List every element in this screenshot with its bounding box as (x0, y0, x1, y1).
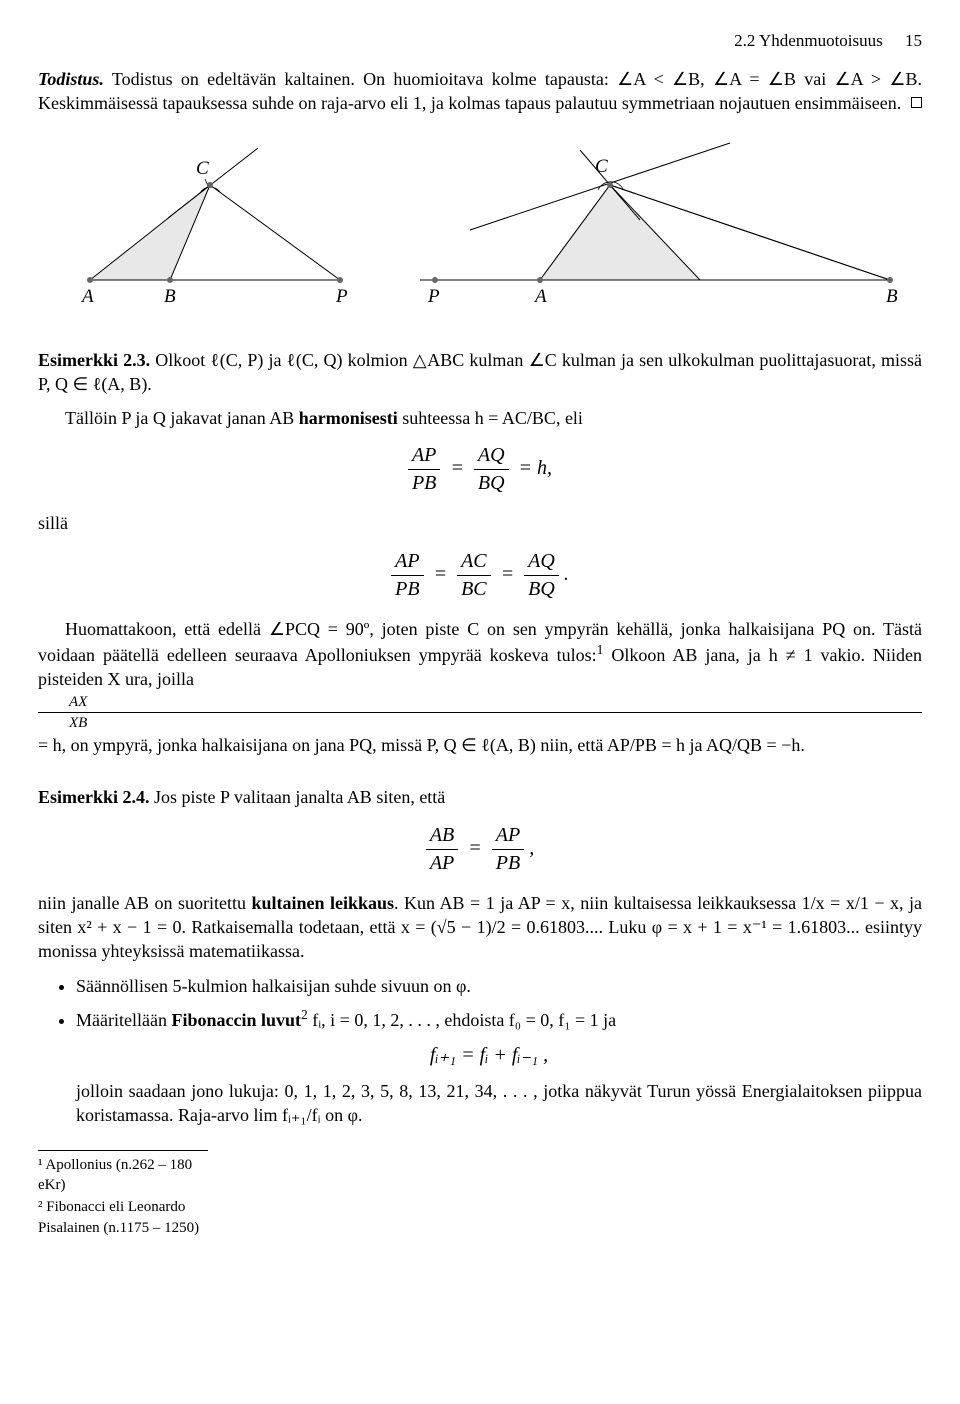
qed-box (911, 97, 922, 108)
ex23-label: Esimerkki 2.3. (38, 350, 150, 370)
bullet-2: Määritellään Fibonaccin luvut2 fᵢ, i = 0… (76, 1006, 922, 1128)
ex24-text2: niin janalle AB on suoritettu kultainen … (38, 893, 922, 962)
ex23-text1: Olkoot ℓ(C, P) ja ℓ(C, Q) kolmion △ABC k… (38, 350, 922, 394)
proof-label: Todistus. (38, 69, 104, 89)
ex24-label: Esimerkki 2.4. (38, 787, 150, 807)
ex23-eq2: APPB = ACBC = AQBQ . (38, 548, 922, 603)
fig-left-A: A (80, 286, 94, 307)
ex24-text1: Jos piste P valitaan janalta AB siten, e… (154, 787, 445, 807)
fig-right-C: C (595, 156, 608, 177)
bullet-2c: jolloin saadaan jono lukuja: 0, 1, 1, 2,… (76, 1081, 922, 1125)
ex23-eq1: APPB = AQBQ = h, (38, 442, 922, 497)
proof-paragraph: Todistus. Todistus on edeltävän kaltaine… (38, 67, 922, 116)
footnotes: ¹ Apollonius (n.262 – 180 eKr) ² Fibonac… (38, 1150, 208, 1238)
bullet-2a: Määritellään Fibonaccin luvut2 fᵢ, i = 0… (76, 1010, 616, 1030)
footnote-2: ² Fibonacci eli Leonardo Pisalainen (n.1… (38, 1197, 208, 1238)
page-header: 2.2 Yhdenmuotoisuus 15 (38, 30, 922, 53)
fig-right-A: A (533, 286, 547, 307)
example-2-3: Esimerkki 2.3. Olkoot ℓ(C, P) ja ℓ(C, Q)… (38, 348, 922, 397)
fig-left-B: B (164, 286, 176, 307)
example-2-4: Esimerkki 2.4. Jos piste P valitaan jana… (38, 785, 922, 809)
ex23-text3: Huomattakoon, että edellä ∠PCQ = 90º, jo… (38, 617, 922, 758)
fig-left-C: C (196, 158, 209, 179)
fig-right-B: B (886, 286, 898, 307)
proof-text: Todistus on edeltävän kaltainen. On huom… (38, 69, 922, 113)
footnote-1: ¹ Apollonius (n.262 – 180 eKr) (38, 1155, 208, 1196)
figure-row: A B P C P A B C (38, 140, 922, 320)
ex23-silla: sillä (38, 511, 922, 535)
fibonacci-eq: fᵢ₊₁ = fᵢ + fᵢ₋₁ , (56, 1042, 922, 1069)
ex23-text2-p: Tällöin P ja Q jakavat janan AB harmonis… (38, 406, 922, 430)
ex23-text3c: = h, on ympyrä, jonka halkaisijana on ja… (38, 735, 805, 755)
ex24-text2-p: niin janalle AB on suoritettu kultainen … (38, 891, 922, 964)
bullet-1: Säännöllisen 5-kulmion halkaisijan suhde… (76, 974, 922, 998)
fig-right-P: P (427, 286, 440, 307)
fig-left-P: P (335, 286, 348, 307)
geometry-figure: A B P C P A B C (40, 140, 920, 320)
page-number: 15 (905, 31, 922, 50)
ex23-text2: Tällöin P ja Q jakavat janan AB harmonis… (65, 408, 583, 428)
section-label: 2.2 Yhdenmuotoisuus (734, 31, 883, 50)
ex24-eq: ABAP = APPB , (38, 822, 922, 877)
bullet-list: Säännöllisen 5-kulmion halkaisijan suhde… (38, 974, 922, 1128)
